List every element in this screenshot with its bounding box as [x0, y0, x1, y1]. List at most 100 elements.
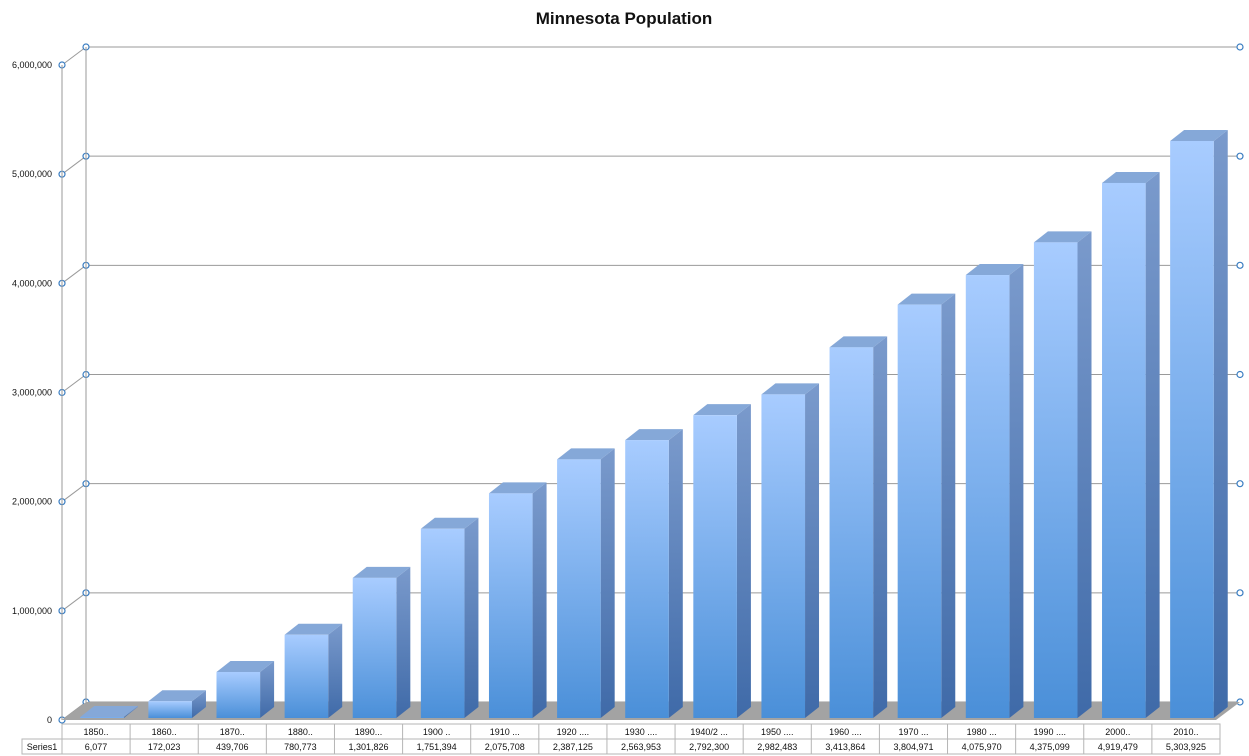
- category-label: 1920 ....: [557, 727, 590, 737]
- gridline-depth: [61, 374, 87, 393]
- gridline-marker: [1236, 370, 1244, 379]
- bar-6: [488, 482, 547, 718]
- bar-cap: [965, 264, 1024, 276]
- y-tick-label: 6,000,000: [12, 60, 52, 70]
- bar-7: [557, 448, 615, 718]
- category-label: 1960 ....: [829, 727, 862, 737]
- category-label: 2010..: [1173, 727, 1198, 737]
- bar-front: [965, 275, 1010, 718]
- bar-side: [941, 293, 956, 718]
- bar-16: [1170, 129, 1228, 719]
- bar-side: [123, 706, 138, 718]
- value-label: 4,919,479: [1098, 742, 1138, 752]
- value-label: 4,375,099: [1030, 742, 1070, 752]
- bar-cap: [488, 482, 547, 494]
- y-tick-label: 0: [47, 715, 52, 725]
- value-label: 172,023: [148, 742, 181, 752]
- bar-side: [1009, 264, 1024, 718]
- gridline-depth: [61, 46, 87, 66]
- bar-side: [532, 482, 547, 718]
- category-label: 1900 ..: [423, 727, 451, 737]
- bar-front: [557, 459, 601, 718]
- bar-1: [148, 690, 206, 718]
- gridline-depth: [61, 592, 87, 612]
- bar-cap: [1033, 231, 1092, 243]
- category-label: 1860..: [152, 727, 177, 737]
- gridline-marker: [1236, 589, 1244, 597]
- bar-side: [600, 448, 615, 718]
- value-label: 439,706: [216, 742, 249, 752]
- bar-cap: [761, 383, 820, 395]
- bar-cap: [557, 448, 615, 460]
- chart-title: Minnesota Population: [536, 9, 713, 28]
- bar-side: [260, 660, 275, 718]
- bar-front: [284, 634, 329, 718]
- value-label: 1,301,826: [349, 742, 389, 752]
- bar-cap: [420, 517, 479, 529]
- bar-side: [1213, 129, 1228, 719]
- bar-cap: [352, 566, 411, 578]
- bar-front: [488, 493, 533, 718]
- gridline-depth: [61, 264, 87, 284]
- y-tick-label: 1,000,000: [12, 606, 52, 616]
- series-name-label: Series1: [27, 742, 58, 752]
- value-label: 5,303,925: [1166, 742, 1206, 752]
- category-label: 1970 ...: [898, 727, 928, 737]
- value-label: 6,077: [85, 742, 108, 752]
- category-label: 1890...: [355, 727, 383, 737]
- gridline-marker: [1236, 152, 1244, 160]
- gridline-marker: [1236, 43, 1244, 51]
- bar-cap: [148, 690, 206, 702]
- category-label: 1980 ...: [967, 727, 997, 737]
- bar-5: [420, 517, 479, 718]
- bar-front: [693, 415, 737, 718]
- bar-9: [693, 404, 751, 718]
- bars: [80, 129, 1228, 719]
- value-label: 3,804,971: [893, 742, 933, 752]
- value-label: 1,751,394: [417, 742, 457, 752]
- category-label: 1850..: [84, 727, 109, 737]
- bar-cap: [693, 404, 751, 416]
- bar-cap: [625, 429, 683, 441]
- bar-11: [829, 336, 888, 718]
- category-label: 1990 ....: [1033, 727, 1066, 737]
- category-label: 1910 ...: [490, 727, 520, 737]
- bar-front: [420, 528, 465, 718]
- bar-side: [191, 690, 206, 718]
- bar-4: [352, 566, 411, 718]
- data-table: Series1 1850.. 6,077 1860.. 172,023 1870.. 439…: [21, 723, 1221, 755]
- category-label: 1880..: [288, 727, 313, 737]
- bar-side: [1077, 231, 1092, 719]
- bar-cap: [216, 660, 275, 672]
- bar-side: [668, 429, 683, 718]
- bar-cap: [1170, 129, 1228, 141]
- category-label: 2000..: [1105, 727, 1130, 737]
- value-label: 4,075,970: [962, 742, 1002, 752]
- bar-side: [464, 517, 479, 718]
- gridline-depth: [61, 155, 87, 175]
- y-tick-label: 3,000,000: [12, 388, 52, 398]
- y-tick-label: 4,000,000: [12, 278, 52, 288]
- y-tick-label: 2,000,000: [12, 497, 52, 507]
- bar-15: [1102, 171, 1160, 718]
- gridline-marker: [1236, 261, 1244, 269]
- category-label: 1930 ....: [625, 727, 658, 737]
- bar-cap: [80, 706, 138, 717]
- bar-12: [897, 293, 956, 718]
- value-label: 2,982,483: [757, 742, 797, 752]
- bar-side: [396, 566, 411, 718]
- bar-8: [625, 429, 683, 718]
- bar-2: [216, 660, 275, 718]
- bar-side: [805, 383, 820, 718]
- bar-13: [965, 264, 1024, 718]
- bar-front: [1102, 182, 1146, 718]
- bar-side: [1145, 171, 1160, 718]
- value-label: 3,413,864: [825, 742, 865, 752]
- category-label: 1950 ....: [761, 727, 794, 737]
- category-label: 1870..: [220, 727, 245, 737]
- bar-14: [1033, 231, 1092, 719]
- bar-front: [829, 347, 874, 718]
- bar-cap: [1102, 171, 1160, 183]
